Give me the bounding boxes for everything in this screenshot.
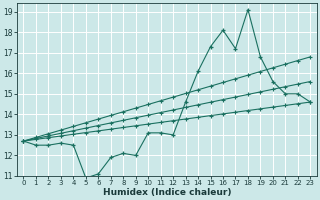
X-axis label: Humidex (Indice chaleur): Humidex (Indice chaleur) bbox=[103, 188, 231, 197]
